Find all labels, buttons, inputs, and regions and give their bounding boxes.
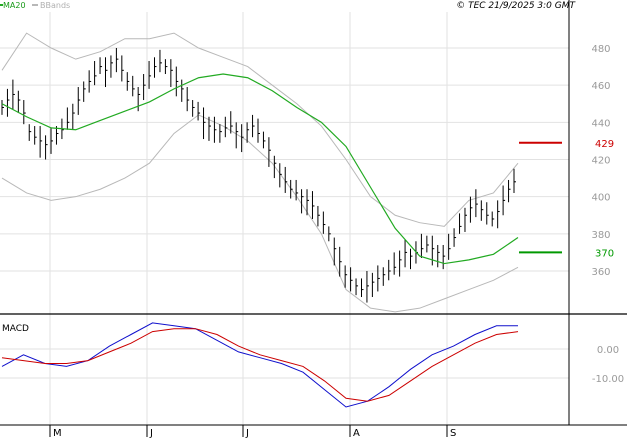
axes: [0, 0, 627, 426]
level-label: 370: [595, 248, 614, 259]
bbands-upper: [1, 32, 519, 227]
level-label: 429: [595, 139, 614, 150]
price-levels: 429 370: [519, 139, 614, 259]
x-tick-label: S: [450, 428, 456, 439]
price-y-tick: 460: [591, 81, 610, 92]
price-y-tick: 420: [591, 156, 610, 167]
gridlines: [0, 12, 569, 425]
bbands-lower: [1, 114, 519, 313]
price-y-tick: 360: [591, 267, 610, 278]
y-tick-labels: 360 380 400 420 440 460 480 0.00 -10.00: [591, 44, 624, 385]
x-tick-label: M: [53, 428, 62, 439]
x-tick-label: J: [149, 428, 153, 439]
price-y-tick: 400: [591, 193, 610, 204]
x-tick-label: A: [353, 428, 360, 439]
price-y-tick: 480: [591, 44, 610, 55]
macd-y-tick: -10.00: [592, 374, 624, 385]
signal-line: [1, 328, 519, 402]
bbands-legend-label: BBands: [40, 1, 70, 10]
price-y-tick: 440: [591, 118, 610, 129]
macd-panel-title: MACD: [2, 324, 29, 334]
x-tick-label: J: [245, 428, 249, 439]
ma20-line: [1, 73, 519, 265]
macd-lines: [1, 322, 519, 408]
price-y-tick: 380: [591, 230, 610, 241]
bollinger-bands: [1, 32, 519, 313]
ma20-legend-label: MA20: [3, 1, 26, 10]
macd-y-tick: 0.00: [597, 345, 619, 356]
ma20-polyline: [1, 73, 519, 265]
credit-text: © TEC 21/9/2025 3:0 GMT: [456, 1, 576, 11]
